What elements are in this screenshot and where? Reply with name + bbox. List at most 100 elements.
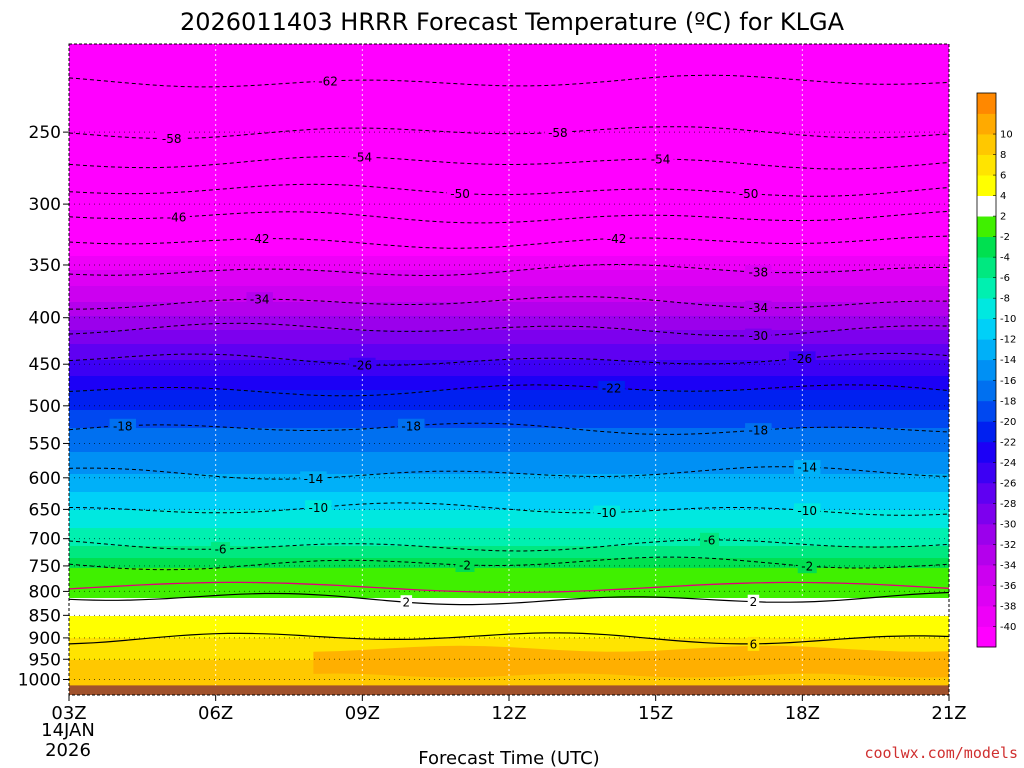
temperature-band: [69, 446, 949, 449]
contour-label: 2: [403, 596, 411, 610]
temperature-band: [69, 482, 949, 485]
temperature-band: [69, 550, 949, 553]
x-tick-label: 03Z: [51, 703, 86, 724]
temperature-band: [69, 202, 949, 205]
contour-label: -42: [607, 232, 627, 246]
y-tick-label: 650: [29, 500, 61, 520]
temperature-band: [69, 510, 949, 513]
temperature-band: [69, 676, 949, 679]
contour-label-bg: [305, 500, 332, 515]
colorbar-swatch: [977, 93, 996, 114]
chart-title: 2026011403 HRRR Forecast Temperature (ºC…: [180, 8, 845, 36]
temperature-band: [69, 292, 949, 295]
temperature-band: [69, 382, 949, 385]
temperature-band: [69, 60, 949, 63]
contour-lines: -62-58 -58-54 -54-50 -50-46-42 -42-38-34-34-…: [69, 73, 949, 651]
temperature-band: [69, 636, 949, 639]
temperature-band: [69, 100, 949, 103]
contour-label: -18: [749, 424, 769, 438]
colorbar-swatch: [977, 421, 996, 443]
contour-label: -14: [304, 472, 324, 486]
temperature-band: [69, 640, 949, 643]
temperature-band: [69, 500, 949, 503]
temperature-band: [69, 280, 949, 283]
temperature-band: [69, 362, 949, 365]
x-tick-label: 18Z: [785, 703, 820, 724]
temperature-band: [69, 156, 949, 159]
colorbar-swatch: [977, 626, 996, 648]
colorbar-swatch: [977, 400, 996, 422]
temperature-band: [69, 332, 949, 335]
contour-line: [69, 296, 949, 310]
colorbar-label: -30: [1000, 519, 1016, 530]
colorbar-swatch: [977, 236, 996, 258]
contour-label-bg: [745, 300, 772, 315]
temperature-band: [69, 460, 949, 463]
temperature-band: [69, 330, 949, 333]
contour-label-bg: [745, 328, 772, 343]
contour-label: -58: [548, 126, 568, 140]
x-tick-label: 15Z: [638, 703, 673, 724]
colorbar-swatch: [977, 134, 996, 155]
temperature-band: [69, 52, 949, 55]
temperature-band: [69, 262, 949, 265]
temperature-band: [69, 140, 949, 143]
temperature-band: [69, 290, 949, 293]
temperature-band: [69, 606, 949, 609]
temperature-band: [69, 326, 949, 329]
colorbar-label: -8: [1000, 294, 1010, 305]
contour-label: -18: [113, 419, 133, 433]
contour-label-bg: [349, 149, 376, 164]
temperature-band: [69, 392, 949, 395]
temperature-band: [69, 166, 949, 169]
contour-label-bg: [789, 351, 816, 366]
y-tick-label: 500: [29, 397, 61, 417]
colorbar-label: -38: [1000, 601, 1016, 612]
y-tick-label: 1000: [18, 671, 61, 691]
temperature-band: [69, 410, 949, 413]
colorbar-label: -4: [1000, 253, 1010, 264]
temperature-band: [69, 80, 949, 83]
contour-label: -18: [401, 419, 421, 433]
temperature-band: [69, 286, 949, 289]
contour-label: -26: [353, 358, 373, 372]
temperature-band: [69, 106, 949, 109]
temperature-band: [69, 112, 949, 115]
contour-label-bg: [598, 380, 625, 395]
credit-link[interactable]: coolwx.com/models: [864, 744, 1018, 762]
temperature-band: [69, 582, 949, 585]
colorbar-label: -40: [1000, 622, 1016, 633]
temperature-band: [69, 526, 949, 529]
contour-label: -26: [793, 352, 813, 366]
temperature-band: [69, 302, 949, 305]
temperature-band: [69, 250, 949, 253]
colorbar-label: 6: [1000, 171, 1006, 182]
temperature-band: [69, 540, 949, 543]
temperature-band: [69, 110, 949, 113]
temperature-band: [69, 132, 949, 135]
temperature-band: [69, 306, 949, 309]
temperature-band: [69, 316, 949, 319]
colorbar-swatch: [977, 462, 996, 484]
temperature-band: [69, 342, 949, 345]
y-tick-label: 250: [29, 123, 61, 143]
colorbar-label: -10: [1000, 314, 1016, 325]
temperature-band: [69, 430, 949, 433]
temperature-band: [69, 62, 949, 65]
colorbar-swatch: [977, 605, 996, 627]
temperature-band: [69, 440, 949, 443]
contour-label: -2: [459, 558, 471, 572]
temperature-band: [69, 380, 949, 383]
temperature-band: [69, 222, 949, 225]
contour-label-bg: [745, 423, 772, 438]
contour-label-bg: [211, 542, 231, 557]
y-tick-label: 600: [29, 469, 61, 489]
contour-label-bg: [699, 532, 719, 547]
contour-label-bg: [747, 636, 760, 651]
contour-label-bg: [246, 231, 273, 246]
temperature-band: [69, 226, 949, 229]
colorbar-swatch: [977, 277, 996, 299]
colorbar-swatch: [977, 564, 996, 586]
temperature-band: [69, 480, 949, 483]
